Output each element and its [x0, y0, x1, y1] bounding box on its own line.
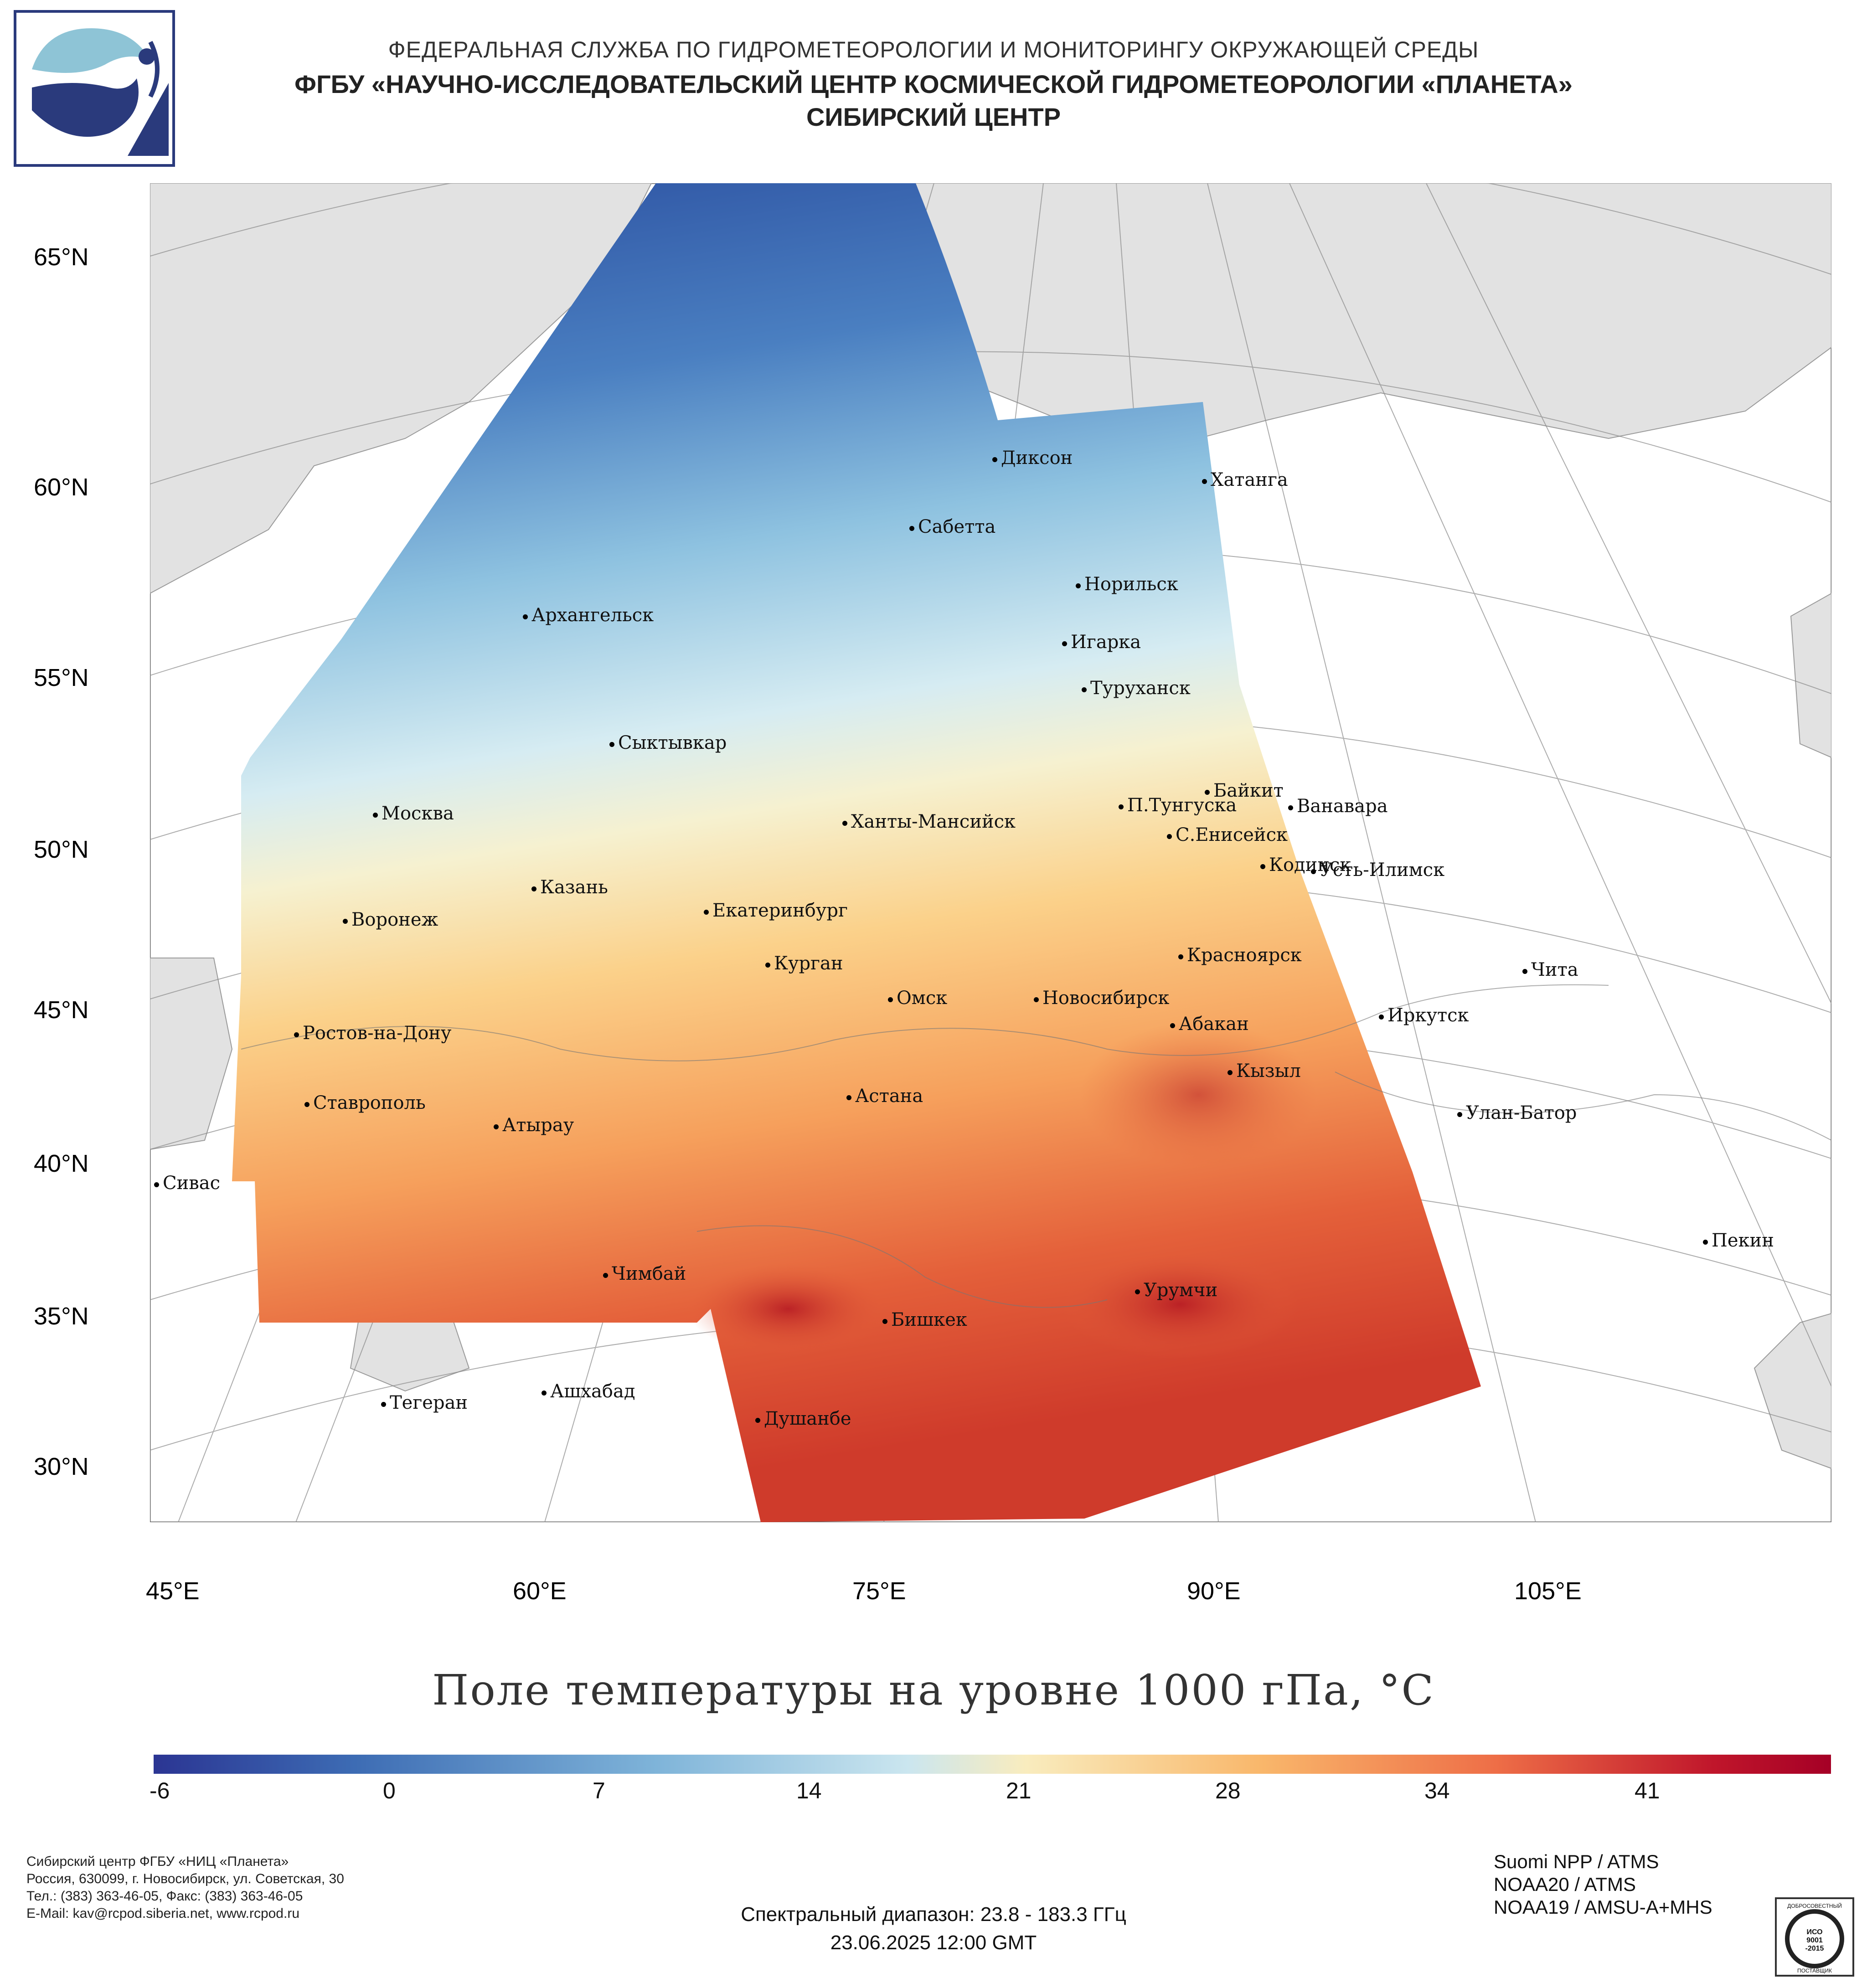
city-label: Красноярск — [1178, 945, 1302, 966]
city-label: Душанбе — [755, 1408, 851, 1429]
city-label: Чита — [1522, 959, 1578, 980]
city-label: Тегеран — [381, 1392, 468, 1413]
colorbar-tick: -6 — [150, 1778, 170, 1803]
city-label: Ростов-на-Дону — [294, 1023, 451, 1044]
city-label: Абакан — [1170, 1014, 1249, 1035]
city-label: Москва — [373, 803, 454, 824]
sensor: NOAA19 / AMSU-A+MHS — [1494, 1896, 1712, 1918]
city-label: Ванавара — [1288, 796, 1388, 817]
temperature-map — [150, 183, 1831, 1522]
sensor: NOAA20 / ATMS — [1494, 1874, 1636, 1895]
svg-text:ИСО: ИСО — [1806, 1928, 1822, 1936]
colorbar-tick: 28 — [1215, 1778, 1241, 1803]
contact-line: E-Mail: kav@rcpod.siberia.net, www.rcpod… — [26, 1906, 300, 1921]
sensor-list: Suomi NPP / ATMS NOAA20 / ATMS NOAA19 / … — [1494, 1850, 1712, 1919]
city-label: Кызыл — [1227, 1061, 1301, 1082]
city-label: Воронеж — [343, 909, 438, 930]
city-label: Архангельск — [523, 605, 654, 626]
city-label: Атырау — [494, 1115, 574, 1136]
lat-label: 60°N — [34, 474, 89, 501]
svg-text:9001: 9001 — [1806, 1936, 1823, 1944]
lon-label: 45°E — [146, 1577, 200, 1605]
colorbar-tick: 0 — [383, 1778, 396, 1803]
colorbar — [154, 1755, 1831, 1774]
city-label: Ханты-Мансийск — [842, 811, 1016, 832]
city-label: Туруханск — [1082, 678, 1191, 699]
city-label: Сивас — [154, 1173, 220, 1194]
header-agency: ФЕДЕРАЛЬНАЯ СЛУЖБА ПО ГИДРОМЕТЕОРОЛОГИИ … — [388, 37, 1479, 62]
city-label: Ашхабад — [542, 1381, 635, 1402]
lon-label: 105°E — [1514, 1577, 1582, 1605]
colorbar-tick: 7 — [593, 1778, 605, 1803]
contact-line: Сибирский центр ФГБУ «НИЦ «Планета» — [26, 1854, 289, 1869]
svg-text:ПОСТАВЩИК: ПОСТАВЩИК — [1797, 1967, 1832, 1974]
datetime: 23.06.2025 12:00 GMT — [830, 1931, 1037, 1954]
city-label: П.Тунгуска — [1119, 795, 1237, 816]
svg-text:ДОБРОСОВЕСТНЫЙ: ДОБРОСОВЕСТНЫЙ — [1787, 1902, 1842, 1909]
contact-line: Россия, 630099, г. Новосибирск, ул. Сове… — [26, 1871, 344, 1886]
city-label: Усть-Илимск — [1311, 860, 1444, 881]
header-center: СИБИРСКИЙ ЦЕНТР — [806, 103, 1061, 131]
city-label: Иркутск — [1379, 1005, 1469, 1026]
contact-line: Тел.: (383) 363-46-05, Факс: (383) 363-4… — [26, 1889, 303, 1904]
colorbar-tick: 41 — [1635, 1778, 1660, 1803]
lat-label: 30°N — [34, 1453, 89, 1480]
city-label: Хатанга — [1202, 469, 1288, 490]
sensor: Suomi NPP / ATMS — [1494, 1851, 1659, 1872]
iso-certification-stamp: ИСО 9001 -2015 ДОБРОСОВЕСТНЫЙ ПОСТАВЩИК — [1775, 1897, 1854, 1977]
product-info: Спектральный диапазон: 23.8 - 183.3 ГГц … — [0, 1900, 1867, 1957]
colorbar-tick: 21 — [1006, 1778, 1031, 1803]
header-institute: ФГБУ «НАУЧНО-ИССЛЕДОВАТЕЛЬСКИЙ ЦЕНТР КОС… — [294, 70, 1573, 98]
city-label: Бишкек — [882, 1309, 967, 1330]
lat-label: 35°N — [34, 1303, 89, 1330]
lon-label: 90°E — [1187, 1577, 1241, 1605]
city-label: Сабетта — [909, 516, 995, 537]
lon-label: 75°E — [852, 1577, 906, 1605]
colorbar-tick: 14 — [796, 1778, 822, 1803]
city-label: Чимбай — [603, 1263, 686, 1284]
lat-label: 45°N — [34, 996, 89, 1024]
city-label: Норильск — [1076, 574, 1178, 595]
city-label: Ставрополь — [304, 1092, 426, 1113]
planeta-logo — [14, 10, 175, 167]
colorbar-tick: 34 — [1424, 1778, 1450, 1803]
svg-text:-2015: -2015 — [1805, 1945, 1824, 1952]
map-title: Поле температуры на уровне 1000 гПа, °С — [432, 1666, 1435, 1715]
lat-label: 50°N — [34, 836, 89, 863]
lat-label: 55°N — [34, 664, 89, 691]
lon-label: 60°E — [513, 1577, 567, 1605]
city-label: Новосибирск — [1034, 988, 1169, 1009]
city-label: Екатеринбург — [704, 900, 848, 921]
city-label: Сыктывкар — [609, 732, 727, 753]
lat-label: 65°N — [34, 243, 89, 271]
city-label: Курган — [765, 953, 843, 974]
temperature-field — [232, 183, 1481, 1522]
city-label: С.Енисейск — [1167, 824, 1288, 845]
lat-label: 40°N — [34, 1150, 89, 1177]
city-label: Астана — [846, 1086, 923, 1107]
city-label: Улан-Батор — [1457, 1102, 1577, 1123]
city-label: Пекин — [1703, 1230, 1774, 1251]
city-label: Урумчи — [1135, 1280, 1217, 1301]
land-masses — [150, 183, 1831, 1469]
spectral-range: Спектральный диапазон: 23.8 - 183.3 ГГц — [741, 1903, 1126, 1926]
city-label: Диксон — [992, 448, 1073, 469]
city-label: Казань — [531, 877, 608, 898]
city-label: Омск — [888, 988, 947, 1009]
city-label: Игарка — [1062, 632, 1141, 653]
contact-info: Сибирский центр ФГБУ «НИЦ «Планета» Росс… — [26, 1853, 344, 1922]
